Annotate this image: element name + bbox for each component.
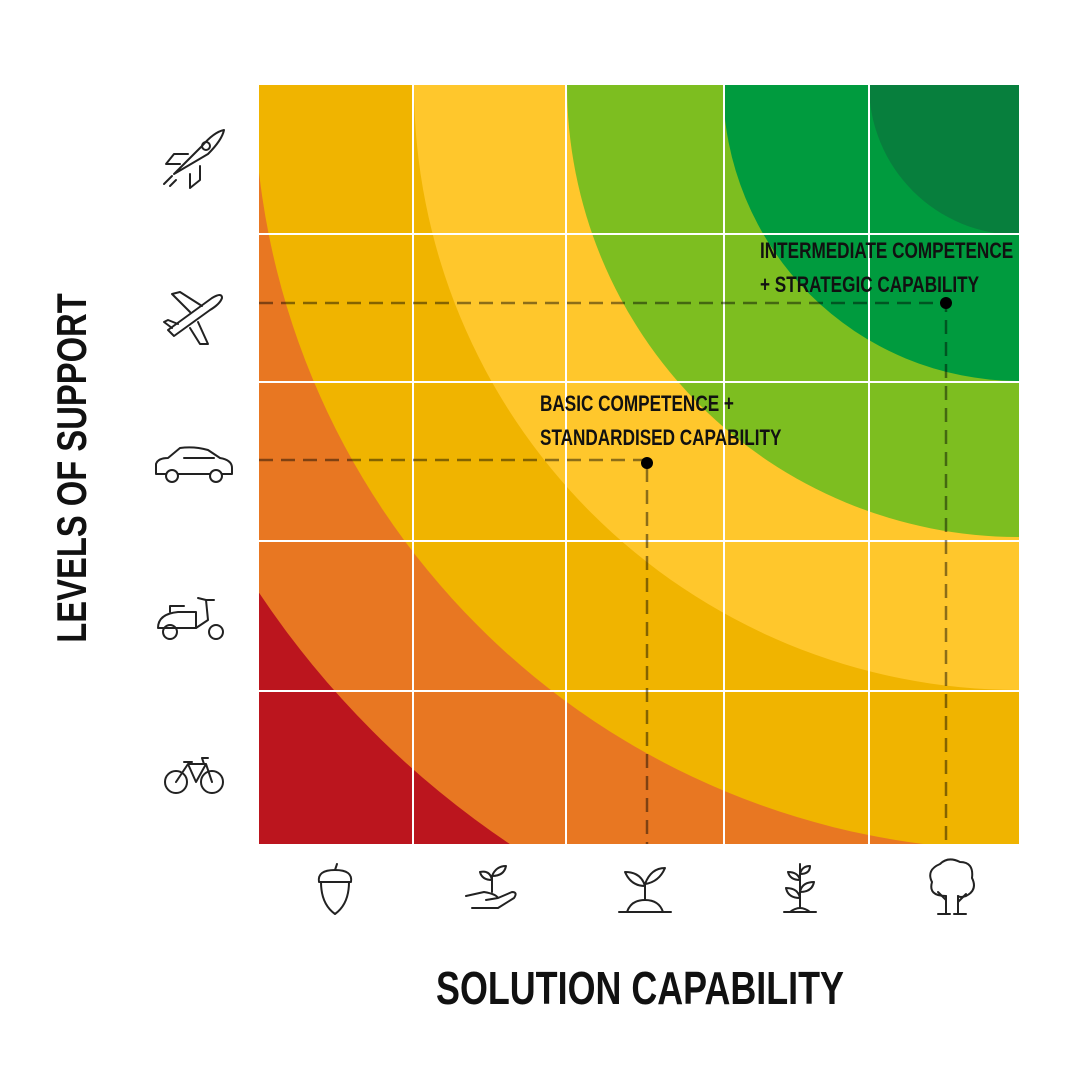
tree-icon	[929, 858, 975, 915]
x-axis-title-wrap: SOLUTION CAPABILITY	[436, 963, 844, 1014]
label-basic: BASIC COMPETENCE + STANDARDISED CAPABILI…	[540, 392, 781, 451]
rocket-icon	[163, 129, 225, 189]
label-basic-line1: BASIC COMPETENCE +	[540, 392, 734, 417]
grid-lines	[259, 85, 1019, 844]
hand-seedling-icon	[465, 865, 517, 909]
y-axis-title: LEVELS OF SUPPORT	[48, 293, 95, 642]
zone-dark-green	[869, 85, 1019, 235]
scooter-icon	[157, 597, 224, 640]
airplane-icon	[163, 291, 223, 345]
car-icon	[155, 446, 233, 483]
point-intermediate	[940, 297, 952, 309]
young-plant-icon	[783, 863, 817, 913]
sprout-icon	[618, 867, 672, 913]
point-basic	[641, 457, 653, 469]
label-basic-line2: STANDARDISED CAPABILITY	[540, 426, 781, 451]
bicycle-icon	[164, 757, 224, 794]
x-axis-title: SOLUTION CAPABILITY	[436, 963, 844, 1014]
label-intermediate: INTERMEDIATE COMPETENCE + STRATEGIC CAPA…	[760, 239, 1013, 298]
y-axis-title-wrap: LEVELS OF SUPPORT	[48, 293, 95, 642]
label-intermediate-line1: INTERMEDIATE COMPETENCE	[760, 239, 1013, 264]
label-intermediate-line2: + STRATEGIC CAPABILITY	[760, 273, 979, 298]
zone-layer	[259, 85, 1019, 844]
acorn-icon	[317, 863, 353, 915]
